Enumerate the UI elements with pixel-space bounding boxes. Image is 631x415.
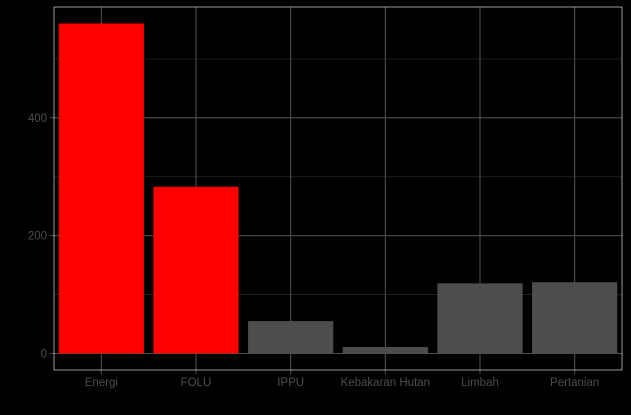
x-tick-label: FOLU xyxy=(181,377,212,389)
bar-energi xyxy=(58,23,144,354)
bar-limbah xyxy=(437,283,523,354)
y-tick-label: 200 xyxy=(28,231,47,243)
bar-kebakaran-hutan xyxy=(342,347,428,354)
bars xyxy=(58,23,618,354)
x-tick-label: Kebakaran Hutan xyxy=(341,377,431,389)
y-tick-label: 0 xyxy=(41,349,47,361)
x-tick-label: Limbah xyxy=(461,377,499,389)
bar-ippu xyxy=(248,321,334,354)
y-tick-label: 400 xyxy=(28,113,47,125)
x-tick-label: IPPU xyxy=(277,377,304,389)
bar-pertanian xyxy=(532,282,618,354)
x-axis-ticks: Energi FOLU IPPU Kebakaran Hutan Limbah Perta… xyxy=(85,370,599,389)
x-tick-label: Pertanian xyxy=(550,377,599,389)
y-axis-ticks: 0 200 400 xyxy=(28,113,54,361)
x-tick-label: Energi xyxy=(85,377,118,389)
bar-folu xyxy=(153,186,239,354)
panel-border xyxy=(53,6,623,371)
